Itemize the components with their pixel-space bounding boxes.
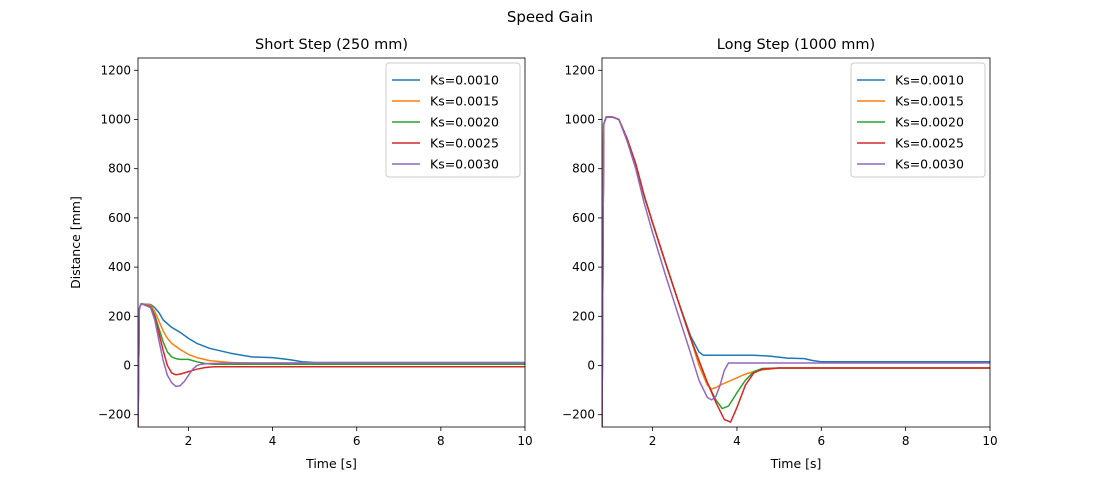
legend-item: Ks=0.0025 xyxy=(392,136,499,151)
legend-label: Ks=0.0025 xyxy=(895,136,964,151)
series-line-Ks-0.0030 xyxy=(602,116,990,427)
chart-title: Short Step (250 mm) xyxy=(255,37,408,53)
x-tick-label: 10 xyxy=(982,434,997,448)
figure-suptitle: Speed Gain xyxy=(507,8,593,26)
x-tick-label: 2 xyxy=(185,434,193,448)
y-tick-label: 600 xyxy=(108,211,131,225)
y-tick-label: 400 xyxy=(572,260,595,274)
y-tick-label: 1200 xyxy=(564,63,595,77)
x-axis-label: Time [s] xyxy=(305,456,357,471)
legend-label: Ks=0.0030 xyxy=(895,157,964,172)
legend-box xyxy=(385,62,521,178)
x-tick-label: 6 xyxy=(353,434,361,448)
series-group xyxy=(138,303,525,427)
y-tick-label: 800 xyxy=(572,162,595,176)
x-tick-label: 2 xyxy=(649,434,657,448)
y-tick-label: 800 xyxy=(108,162,131,176)
y-tick-label: 0 xyxy=(587,359,595,373)
series-line-Ks-0.0030 xyxy=(138,303,525,427)
y-tick-label: 400 xyxy=(108,260,131,274)
legend-label: Ks=0.0030 xyxy=(430,157,499,172)
y-tick-label: −200 xyxy=(562,408,595,422)
chart-panel-long-step: 2 4 6 8 10 −200 0 200 400 600 800 1000 1200 Long Step… xyxy=(562,37,998,471)
y-tick-label: 200 xyxy=(108,309,131,323)
legend: Ks=0.0010 Ks=0.0015 Ks=0.0020 Ks=0.0025 Ks=0… xyxy=(385,62,521,178)
y-axis-label: Distance [mm] xyxy=(68,196,83,289)
legend: Ks=0.0010 Ks=0.0015 Ks=0.0020 Ks=0.0025 Ks=0… xyxy=(850,62,986,178)
y-tick-label: 1000 xyxy=(100,113,131,127)
x-tick-label: 4 xyxy=(733,434,741,448)
legend-label: Ks=0.0020 xyxy=(430,115,499,130)
chart-title: Long Step (1000 mm) xyxy=(717,37,875,53)
legend-box xyxy=(850,62,986,178)
x-tick-label: 8 xyxy=(902,434,910,448)
legend-item: Ks=0.0030 xyxy=(392,157,499,172)
legend-label: Ks=0.0020 xyxy=(895,115,964,130)
legend-item: Ks=0.0015 xyxy=(392,94,499,109)
y-tick-label: 200 xyxy=(572,309,595,323)
legend-item: Ks=0.0015 xyxy=(857,94,964,109)
y-tick-label: 600 xyxy=(572,211,595,225)
legend-label: Ks=0.0010 xyxy=(430,73,499,88)
legend-item: Ks=0.0010 xyxy=(392,73,499,88)
y-tick-label: 1000 xyxy=(564,113,595,127)
x-tick-label: 10 xyxy=(517,434,532,448)
legend-label: Ks=0.0015 xyxy=(430,94,499,109)
x-tick-label: 6 xyxy=(817,434,825,448)
legend-label: Ks=0.0010 xyxy=(895,73,964,88)
legend-item: Ks=0.0020 xyxy=(392,115,499,130)
legend-item: Ks=0.0020 xyxy=(857,115,964,130)
x-tick-label: 8 xyxy=(437,434,445,448)
y-tick-label: 0 xyxy=(123,359,131,373)
axes-frame xyxy=(601,57,991,428)
legend-label: Ks=0.0025 xyxy=(430,136,499,151)
y-tick-label: 1200 xyxy=(100,63,131,77)
chart-panel-short-step: 2 4 6 8 10 −200 0 200 400 600 800 1000 1200 Short Ste… xyxy=(68,37,533,471)
series-group xyxy=(602,116,990,427)
legend-label: Ks=0.0015 xyxy=(895,94,964,109)
legend-item: Ks=0.0010 xyxy=(857,73,964,88)
y-tick-label: −200 xyxy=(98,408,131,422)
x-tick-label: 4 xyxy=(269,434,277,448)
legend-item: Ks=0.0025 xyxy=(857,136,964,151)
legend-item: Ks=0.0030 xyxy=(857,157,964,172)
x-axis-label: Time [s] xyxy=(770,456,822,471)
axes-frame xyxy=(137,57,526,428)
